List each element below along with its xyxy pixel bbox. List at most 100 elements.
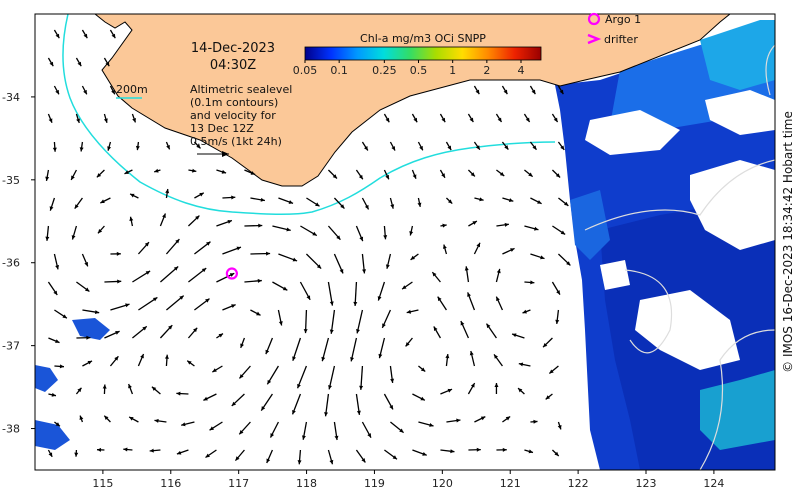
y-tick-label: -35 bbox=[2, 174, 20, 187]
velocity-arrowhead bbox=[494, 382, 499, 387]
velocity-arrowhead bbox=[315, 202, 320, 207]
velocity-arrowhead bbox=[522, 309, 527, 314]
velocity-arrowhead bbox=[392, 455, 397, 460]
velocity-arrowhead bbox=[549, 369, 554, 374]
velocity-arrowhead bbox=[528, 449, 533, 454]
velocity-arrowhead bbox=[364, 204, 369, 210]
velocity-arrowhead bbox=[62, 314, 67, 319]
velocity-arrowhead bbox=[145, 270, 151, 275]
velocity-arrowhead bbox=[201, 268, 207, 273]
velocity-arrowhead bbox=[55, 265, 60, 270]
velocity-arrowhead bbox=[53, 290, 58, 296]
velocity-arrowhead bbox=[406, 309, 412, 314]
velocity-arrowhead bbox=[117, 279, 122, 284]
velocity-arrowhead bbox=[447, 145, 452, 151]
velocity-arrowhead bbox=[94, 310, 100, 315]
velocity-arrowhead bbox=[116, 251, 121, 256]
velocity-arrowhead bbox=[129, 216, 134, 222]
colorbar-tick-label: 0.1 bbox=[330, 64, 348, 77]
velocity-arrowhead bbox=[179, 295, 184, 300]
velocity-arrowhead bbox=[266, 251, 271, 256]
velocity-arrowhead bbox=[429, 423, 434, 427]
velocity-arrowhead bbox=[480, 416, 486, 421]
velocity-arrowhead bbox=[227, 219, 232, 224]
velocity-arrowhead bbox=[142, 326, 147, 331]
velocity-arrowhead bbox=[442, 244, 447, 249]
velocity-arrowhead bbox=[389, 405, 393, 410]
velocity-arrowhead bbox=[199, 192, 204, 197]
velocity-arrowhead bbox=[399, 428, 404, 433]
velocity-arrowhead bbox=[286, 227, 291, 232]
velocity-arrowhead bbox=[85, 287, 90, 292]
velocity-arrowhead bbox=[467, 292, 471, 297]
velocity-arrowhead bbox=[282, 286, 288, 291]
velocity-arrowhead bbox=[475, 89, 480, 95]
velocity-arrowhead bbox=[433, 326, 438, 331]
velocity-arrowhead bbox=[350, 357, 355, 362]
velocity-arrowhead bbox=[45, 236, 50, 241]
velocity-arrowhead bbox=[450, 449, 455, 454]
velocity-arrowhead bbox=[55, 339, 60, 343]
velocity-arrowhead bbox=[104, 415, 109, 420]
velocity-vector bbox=[292, 337, 302, 361]
velocity-arrowhead bbox=[382, 323, 386, 328]
velocity-arrowhead bbox=[499, 172, 505, 177]
y-tick-label: -38 bbox=[2, 423, 20, 436]
velocity-arrowhead bbox=[278, 321, 283, 326]
velocity-arrowhead bbox=[45, 176, 50, 181]
velocity-arrowhead bbox=[239, 374, 244, 379]
velocity-arrowhead bbox=[74, 452, 79, 457]
velocity-arrowhead bbox=[328, 385, 332, 390]
velocity-arrowhead bbox=[79, 415, 84, 420]
velocity-arrowhead bbox=[55, 422, 60, 427]
velocity-arrowhead bbox=[154, 418, 159, 423]
velocity-arrowhead bbox=[125, 303, 130, 308]
velocity-arrowhead bbox=[239, 430, 244, 435]
velocity-arrowhead bbox=[390, 378, 395, 383]
y-axis-ticks: -34 -35 -36 -37 -38 bbox=[2, 91, 35, 436]
velocity-arrowhead bbox=[508, 198, 514, 202]
velocity-arrowhead bbox=[59, 364, 64, 369]
velocity-arrowhead bbox=[543, 342, 548, 348]
land-mass bbox=[94, 14, 731, 187]
velocity-arrowhead bbox=[447, 199, 453, 204]
velocity-arrowhead bbox=[267, 379, 272, 385]
x-tick-label: 115 bbox=[92, 477, 113, 490]
velocity-arrowhead bbox=[316, 264, 322, 269]
velocity-arrowhead bbox=[377, 296, 382, 301]
velocity-arrowhead bbox=[102, 384, 107, 389]
velocity-arrowhead bbox=[420, 367, 426, 372]
velocity-arrowhead bbox=[390, 204, 395, 209]
velocity-arrowhead bbox=[265, 349, 270, 355]
velocity-arrowhead bbox=[475, 145, 480, 150]
velocity-arrowhead bbox=[540, 255, 545, 260]
velocity-arrowhead bbox=[151, 386, 157, 391]
velocity-arrowhead bbox=[496, 268, 501, 274]
velocity-arrowhead bbox=[261, 406, 266, 411]
velocity-arrowhead bbox=[270, 433, 275, 438]
velocity-arrowhead bbox=[292, 409, 296, 415]
velocity-arrowhead bbox=[229, 273, 235, 277]
colorbar bbox=[304, 46, 542, 61]
y-tick-label: -36 bbox=[2, 257, 20, 270]
velocity-arrowhead bbox=[525, 117, 530, 123]
velocity-arrowhead bbox=[96, 447, 102, 452]
velocity-arrowhead bbox=[76, 118, 80, 123]
velocity-arrowhead bbox=[96, 173, 102, 178]
velocity-arrowhead bbox=[240, 343, 244, 348]
velocity-arrowhead bbox=[528, 172, 533, 177]
velocity-arrowhead bbox=[166, 144, 170, 150]
colorbar-title: Chl-a mg/m3 OCi SNPP bbox=[360, 32, 486, 45]
plot-frame bbox=[34, 13, 776, 471]
velocity-arrowhead bbox=[533, 419, 538, 424]
velocity-arrowhead bbox=[464, 266, 469, 271]
velocity-arrowhead bbox=[123, 447, 128, 452]
time-label: 04:30Z bbox=[210, 58, 256, 73]
velocity-arrowhead bbox=[128, 383, 132, 389]
velocity-arrowhead bbox=[266, 458, 271, 463]
velocity-arrowhead bbox=[560, 230, 566, 235]
velocity-arrowhead bbox=[97, 228, 103, 234]
velocity-arrowhead bbox=[334, 435, 339, 440]
velocity-arrowhead bbox=[231, 304, 236, 308]
